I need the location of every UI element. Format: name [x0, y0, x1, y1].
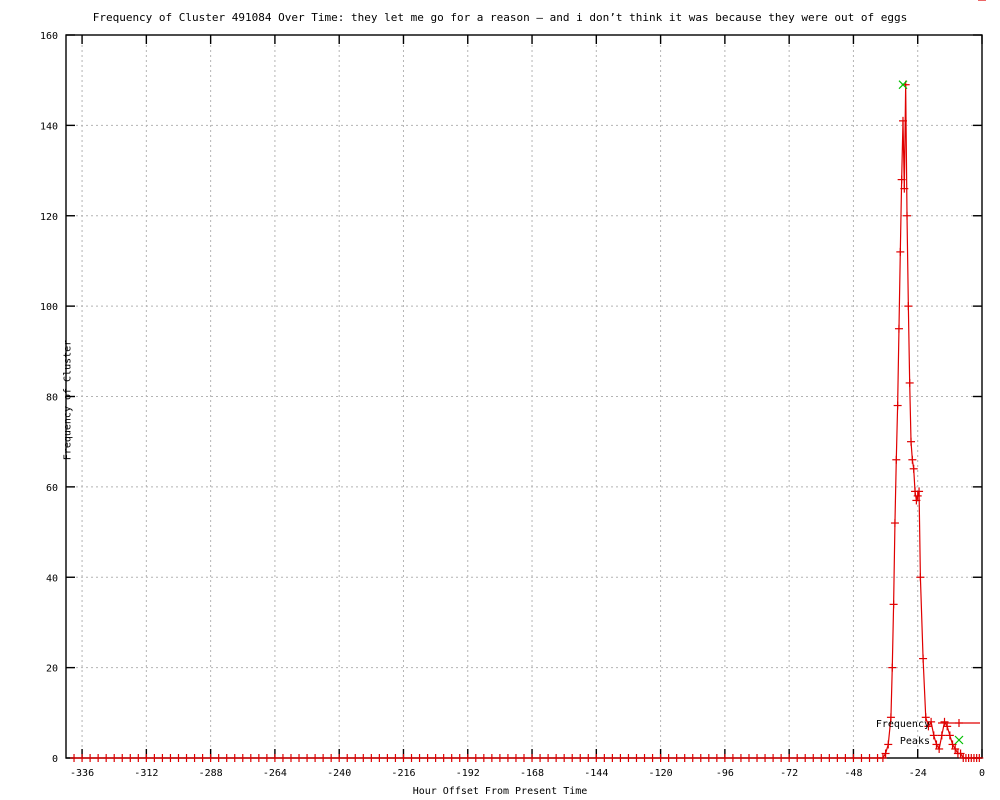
x-tick-label: -192 — [456, 768, 480, 779]
x-tick-label: -216 — [391, 768, 415, 779]
y-tick-label: 160 — [40, 31, 58, 42]
y-tick-label: 120 — [40, 212, 58, 223]
y-tick-label: 100 — [40, 302, 58, 313]
y-tick-label: 80 — [46, 393, 58, 404]
chart-title: Frequency of Cluster 491084 Over Time: t… — [92, 11, 908, 24]
x-tick-label: -120 — [649, 768, 673, 779]
x-tick-label: -48 — [844, 768, 862, 779]
y-axis-ticks: 0 20 40 60 80 100 120 140 160 — [40, 31, 982, 765]
chart-legend: Frequency Peaks — [876, 719, 980, 747]
x-tick-label: -264 — [263, 768, 287, 779]
data-series — [70, 0, 986, 762]
x-tick-label: 0 — [979, 768, 985, 779]
x-tick-label: -24 — [909, 768, 927, 779]
x-tick-label: -96 — [716, 768, 734, 779]
x-tick-label: -240 — [327, 768, 351, 779]
y-tick-label: 60 — [46, 483, 58, 494]
legend-label-frequency: Frequency — [876, 719, 930, 730]
x-axis-label: Hour Offset From Present Time — [412, 786, 588, 797]
x-tick-label: -168 — [520, 768, 544, 779]
x-tick-label: -144 — [584, 768, 608, 779]
y-tick-label: 40 — [46, 573, 58, 584]
y-tick-label: 20 — [46, 664, 58, 675]
plot-frame — [65, 34, 983, 759]
series-frequency — [70, 0, 986, 762]
x-tick-label: -288 — [199, 768, 223, 779]
y-tick-label: 0 — [52, 754, 58, 765]
x-tick-label: -336 — [70, 768, 94, 779]
x-tick-label: -312 — [134, 768, 158, 779]
series-peaks — [898, 80, 908, 90]
gridlines — [66, 34, 982, 758]
y-tick-label: 140 — [40, 121, 58, 132]
legend-label-peaks: Peaks — [900, 736, 930, 747]
x-tick-label: -72 — [780, 768, 798, 779]
